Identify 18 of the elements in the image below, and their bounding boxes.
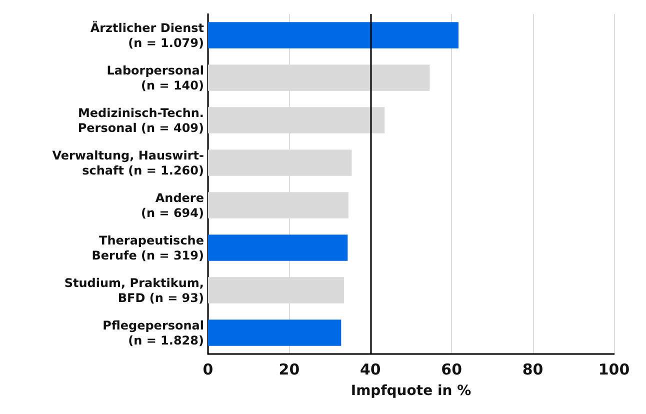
bar: [208, 234, 348, 261]
y-tick-label: Pflegepersonal (n = 1.828): [102, 318, 204, 348]
x-tick-label: 20: [278, 360, 300, 378]
x-tick-label: 80: [522, 360, 544, 378]
y-tick-label: Andere (n = 694): [141, 190, 204, 220]
x-axis-title: Impfquote in %: [350, 383, 472, 399]
bar: [208, 320, 342, 346]
x-tick-label: 100: [598, 360, 630, 378]
x-tick-label: 60: [441, 360, 462, 378]
y-tick-label: Laborpersonal (n = 140): [106, 63, 204, 92]
y-tick-label: Medizinisch-Techn. Personal (n = 409): [78, 106, 204, 135]
bar: [208, 22, 458, 48]
y-tick-label: Verwaltung, Hauswirt- schaft (n = 1.260): [52, 148, 204, 178]
y-tick-label: Ärztlicher Dienst (n = 1.079): [90, 20, 204, 50]
y-tick-label: Therapeutische Berufe (n = 319): [92, 233, 204, 262]
x-tick-label: 40: [360, 360, 381, 378]
y-tick-label: Studium, Praktikum, BFD (n = 93): [64, 276, 204, 305]
x-tick-label: 0: [202, 360, 214, 378]
